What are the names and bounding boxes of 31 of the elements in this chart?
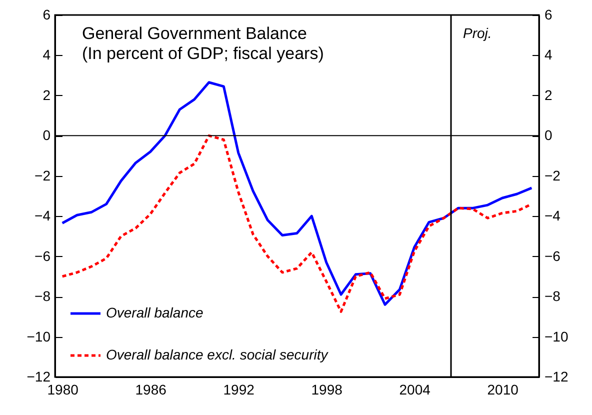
y-tick-label: 4 (42, 46, 51, 63)
y2-tick-label: 2 (544, 86, 552, 103)
y-tick-label: 6 (42, 6, 51, 22)
y2-tick-label: −12 (544, 368, 568, 384)
legend-label: Overall balance excl. social security (106, 346, 329, 362)
y-tick-label: 2 (42, 86, 51, 103)
y-tick-label: 0 (42, 127, 51, 144)
y2-tick-label: −10 (544, 328, 568, 344)
y2-tick-label: 0 (544, 127, 552, 144)
x-tick-label: 1998 (311, 382, 343, 398)
y2-tick-label: 4 (544, 46, 552, 63)
x-tick-label: 2004 (399, 382, 431, 398)
y-tick-label: −4 (34, 208, 51, 224)
x-tick-label: 1992 (223, 382, 255, 398)
y-tick-label: −6 (34, 248, 51, 264)
y2-tick-label: 6 (544, 6, 552, 22)
y-tick-label: −10 (26, 328, 51, 344)
y2-tick-label: −8 (544, 288, 561, 304)
y2-tick-label: −4 (544, 208, 561, 224)
y2-tick-label: −6 (544, 248, 561, 264)
y-tick-label: −8 (34, 288, 51, 304)
x-tick-label: 1986 (135, 382, 167, 398)
y-tick-label: −12 (26, 368, 51, 384)
x-tick-label: 1980 (47, 382, 79, 398)
x-tick-label: 2010 (487, 382, 519, 398)
legend-label: Overall balance (106, 304, 204, 320)
ref-line-label: Proj. (463, 25, 492, 41)
y-tick-label: −2 (34, 167, 51, 184)
text: (In percent of GDP; fiscal years) (82, 44, 324, 63)
text: General Government Balance (82, 24, 307, 43)
y2-tick-label: −2 (544, 167, 561, 184)
